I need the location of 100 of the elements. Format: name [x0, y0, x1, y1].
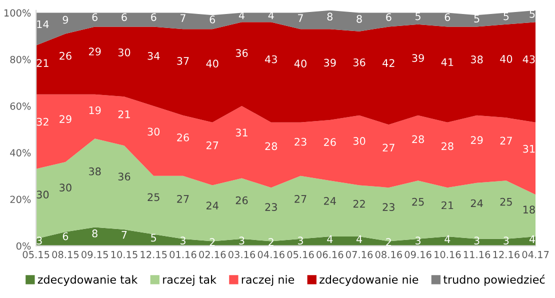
data-label: 23 — [265, 203, 277, 211]
data-label: 23 — [382, 203, 394, 211]
y-tick-label: 60% — [10, 102, 31, 110]
x-tick-label: 05.16 — [287, 250, 314, 258]
legend-label: raczej nie — [242, 275, 294, 286]
y-tick-label: 0% — [16, 242, 31, 250]
data-label: 2 — [386, 238, 391, 246]
data-label: 25 — [148, 193, 160, 202]
data-label: 3 — [504, 236, 509, 245]
x-tick-label: 02.16 — [199, 250, 226, 258]
data-label: 21 — [36, 59, 48, 67]
data-label: 30 — [36, 190, 49, 199]
data-label: 32 — [36, 118, 48, 126]
x-tick-label: 01.16 — [170, 250, 196, 258]
data-label: 3 — [474, 236, 480, 245]
data-label: 26 — [236, 196, 248, 204]
data-label: 4 — [444, 235, 450, 243]
data-label: 19 — [89, 106, 101, 114]
data-label: 25 — [412, 198, 424, 206]
x-tick-label: 06.16 — [316, 250, 344, 258]
data-label: 3 — [239, 236, 244, 245]
data-label: 14 — [37, 20, 49, 28]
data-label: 6 — [62, 232, 68, 240]
data-label: 8 — [92, 229, 98, 238]
data-label: 40 — [206, 60, 218, 68]
data-label: 5 — [416, 12, 420, 20]
data-label: 30 — [148, 128, 160, 136]
data-label: 28 — [412, 135, 424, 144]
data-label: 43 — [265, 55, 277, 64]
data-label: 40 — [500, 54, 512, 63]
x-tick-label: 12.15 — [140, 250, 167, 258]
data-label: 3 — [416, 236, 421, 245]
y-tick-label: 20% — [10, 196, 31, 204]
data-label: 37 — [177, 56, 189, 65]
data-label: 4 — [356, 235, 362, 243]
legend-label: zdecydowanie tak — [38, 275, 138, 286]
data-label: 5 — [504, 12, 509, 20]
legend-label: raczej tak — [163, 275, 216, 286]
data-label: 4 — [529, 235, 535, 243]
data-label: 36 — [236, 49, 248, 57]
data-label: 36 — [118, 172, 130, 181]
data-label: 27 — [382, 144, 394, 152]
data-label: 29 — [470, 136, 483, 144]
data-label: 7 — [180, 14, 186, 22]
data-label: 6 — [92, 13, 98, 22]
data-label: 26 — [60, 52, 72, 60]
data-label: 40 — [294, 60, 306, 68]
x-tick-label: 10.15 — [111, 250, 138, 258]
data-label: 34 — [148, 52, 160, 60]
data-label: 6 — [444, 13, 450, 22]
data-label: 29 — [88, 48, 101, 56]
data-label: 18 — [523, 206, 535, 214]
x-tick-label: 07.16 — [346, 250, 373, 258]
x-tick-label: 12.16 — [493, 250, 520, 258]
x-tick-label: 04.17 — [522, 250, 549, 258]
data-label: 7 — [298, 14, 303, 22]
data-label: 27 — [206, 141, 218, 150]
x-tick-label: 10.16 — [434, 250, 461, 258]
data-label: 6 — [210, 16, 216, 24]
data-label: 28 — [442, 142, 454, 150]
data-label: 6 — [122, 13, 127, 22]
data-label: 29 — [60, 115, 72, 124]
data-label: 2 — [210, 238, 215, 246]
data-label: 24 — [324, 196, 336, 205]
data-label: 5 — [151, 234, 156, 242]
data-label: 30 — [60, 184, 72, 192]
data-label: 25 — [500, 198, 512, 206]
y-tick-label: 100% — [4, 9, 31, 17]
y-tick-label: 40% — [10, 149, 31, 156]
data-label: 8 — [327, 12, 332, 21]
x-tick-label: 08.15 — [52, 250, 79, 258]
data-label: 7 — [122, 231, 127, 239]
x-tick-label: 05.15 — [22, 250, 50, 258]
x-tick-label: 11.16 — [464, 250, 490, 258]
x-tick-label: 09.15 — [82, 250, 108, 258]
data-label: 38 — [89, 167, 101, 176]
legend-label: zdecydowanie nie — [320, 275, 418, 286]
data-label: 28 — [265, 142, 278, 150]
data-label: 3 — [298, 236, 303, 245]
data-label: 24 — [470, 199, 483, 208]
y-tick-label: 80% — [10, 56, 31, 64]
data-label: 8 — [356, 14, 362, 23]
x-tick-label: 09.16 — [404, 250, 432, 258]
data-label: 21 — [118, 110, 130, 118]
x-tick-label: 03.16 — [228, 250, 256, 258]
data-label: 6 — [386, 13, 392, 22]
data-label: 31 — [236, 128, 248, 136]
data-label: 2 — [268, 238, 274, 246]
data-label: 36 — [353, 58, 366, 66]
data-label: 3 — [36, 236, 42, 245]
data-label: 41 — [441, 58, 454, 66]
data-label: 6 — [151, 13, 156, 22]
data-label: 22 — [353, 200, 365, 208]
data-label: 26 — [324, 138, 336, 146]
data-label: 27 — [294, 194, 306, 203]
x-tick-label: 08.16 — [375, 250, 402, 258]
data-label: 27 — [500, 136, 512, 144]
data-label: 21 — [442, 201, 454, 210]
data-label: 39 — [412, 54, 424, 62]
data-label: 39 — [324, 58, 336, 67]
